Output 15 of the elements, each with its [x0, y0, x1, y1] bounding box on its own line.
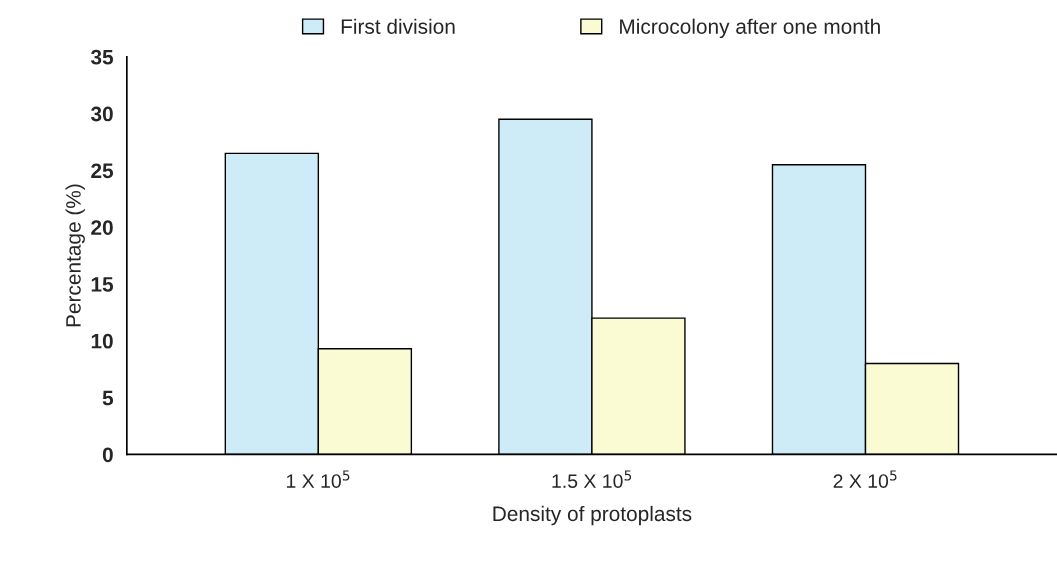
x-tick-label: 2 X 10$^{5}$ [833, 470, 897, 488]
y-tick-label: 35 [90, 49, 114, 65]
y-tick-label: 20 [91, 220, 113, 235]
y-axis-title: Percentage (%) [65, 184, 85, 327]
y-tick-label: 0 [102, 447, 113, 463]
legend-label: First division [341, 18, 455, 34]
y-tick-label: 10 [91, 333, 113, 349]
legend-label: Microcolony after one month [620, 18, 880, 39]
x-tick-label: 1 X 10$^{5}$ [286, 470, 350, 488]
y-tick-label: 30 [90, 106, 113, 122]
x-tick-label: 1.5 X 10$^{5}$ [552, 470, 632, 488]
x-axis-title: Density of protoplasts [493, 505, 692, 526]
y-tick-label: 25 [91, 163, 114, 179]
y-tick-label: 15 [91, 277, 114, 292]
y-tick-label: 5 [102, 390, 114, 406]
